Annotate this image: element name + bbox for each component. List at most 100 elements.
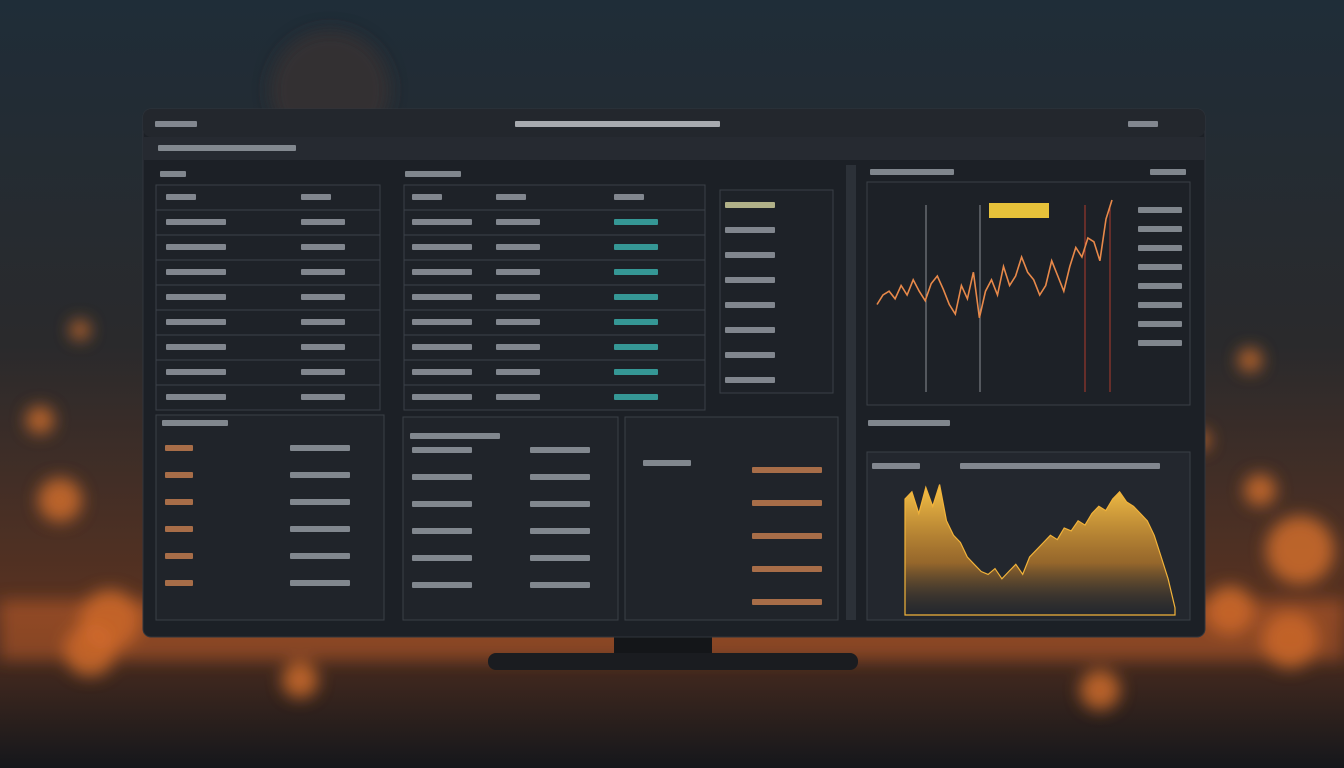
- text-placeholder: [496, 194, 526, 200]
- text-placeholder: [301, 394, 345, 400]
- text-placeholder: [412, 294, 472, 300]
- text-placeholder: [166, 344, 226, 350]
- text-placeholder: [1150, 169, 1186, 175]
- text-placeholder: [166, 244, 226, 250]
- text-placeholder: [870, 169, 954, 175]
- bokeh-light: [38, 478, 82, 522]
- text-placeholder: [872, 463, 920, 469]
- text-placeholder: [1138, 264, 1182, 270]
- text-placeholder: [960, 463, 1160, 469]
- text-placeholder: [496, 294, 540, 300]
- bokeh-light: [1080, 670, 1120, 710]
- bokeh-light: [282, 662, 318, 698]
- text-placeholder: [725, 352, 775, 358]
- text-placeholder: [301, 344, 345, 350]
- text-placeholder: [412, 269, 472, 275]
- text-placeholder: [530, 528, 590, 534]
- text-placeholder: [725, 302, 775, 308]
- text-placeholder: [725, 252, 775, 258]
- text-placeholder: [496, 219, 540, 225]
- text-placeholder: [725, 277, 775, 283]
- text-placeholder: [301, 269, 345, 275]
- text-placeholder: [752, 533, 822, 539]
- text-placeholder: [496, 394, 540, 400]
- text-placeholder: [515, 121, 720, 127]
- text-placeholder: [1138, 283, 1182, 289]
- text-placeholder: [752, 467, 822, 473]
- text-placeholder: [412, 244, 472, 250]
- sub-bar: [143, 137, 1205, 160]
- line-series: [876, 199, 1113, 318]
- text-placeholder: [530, 555, 590, 561]
- text-placeholder: [165, 553, 193, 559]
- text-placeholder: [165, 499, 193, 505]
- bokeh-light: [1238, 348, 1262, 372]
- text-placeholder: [412, 369, 472, 375]
- text-placeholder: [614, 344, 658, 350]
- bokeh-light: [26, 406, 54, 434]
- text-placeholder: [614, 319, 658, 325]
- text-placeholder: [1128, 121, 1158, 127]
- text-placeholder: [496, 344, 540, 350]
- text-placeholder: [166, 219, 226, 225]
- text-placeholder: [614, 394, 658, 400]
- text-placeholder: [412, 447, 472, 453]
- bokeh-light: [70, 320, 90, 340]
- text-placeholder: [290, 445, 350, 451]
- text-placeholder: [530, 582, 590, 588]
- text-placeholder: [1138, 302, 1182, 308]
- text-placeholder: [412, 394, 472, 400]
- text-placeholder: [412, 219, 472, 225]
- text-placeholder: [614, 369, 658, 375]
- text-placeholder: [412, 555, 472, 561]
- text-placeholder: [496, 319, 540, 325]
- text-placeholder: [496, 244, 540, 250]
- text-placeholder: [410, 433, 500, 439]
- text-placeholder: [412, 194, 442, 200]
- area-series: [904, 484, 1176, 616]
- text-placeholder: [614, 244, 658, 250]
- bokeh-light: [1266, 516, 1334, 584]
- text-placeholder: [725, 377, 775, 383]
- panels: [155, 121, 1191, 621]
- text-placeholder: [301, 319, 345, 325]
- text-placeholder: [166, 369, 226, 375]
- text-placeholder: [412, 344, 472, 350]
- text-placeholder: [725, 227, 775, 233]
- text-placeholder: [1138, 340, 1182, 346]
- text-placeholder: [1138, 226, 1182, 232]
- text-placeholder: [301, 194, 331, 200]
- text-placeholder: [165, 526, 193, 532]
- panel: [624, 416, 839, 621]
- panel: [719, 189, 834, 394]
- text-placeholder: [290, 499, 350, 505]
- text-placeholder: [301, 244, 345, 250]
- text-placeholder: [868, 420, 950, 426]
- text-placeholder: [530, 447, 590, 453]
- text-placeholder: [1138, 321, 1182, 327]
- text-placeholder: [614, 194, 644, 200]
- text-placeholder: [412, 582, 472, 588]
- text-placeholder: [496, 269, 540, 275]
- monitor-base: [488, 653, 858, 670]
- text-placeholder: [614, 219, 658, 225]
- text-placeholder: [412, 528, 472, 534]
- charts: [876, 199, 1176, 616]
- text-placeholder: [162, 420, 228, 426]
- text-placeholder: [496, 369, 540, 375]
- text-placeholder: [158, 145, 296, 151]
- text-placeholder: [412, 501, 472, 507]
- text-placeholder: [165, 445, 193, 451]
- text-placeholder: [530, 474, 590, 480]
- text-placeholder: [165, 472, 193, 478]
- text-placeholder: [165, 580, 193, 586]
- text-placeholder: [301, 369, 345, 375]
- text-placeholder: [725, 202, 775, 208]
- text-placeholder: [725, 327, 775, 333]
- text-placeholder: [290, 580, 350, 586]
- text-placeholder: [160, 171, 186, 177]
- text-placeholder: [412, 319, 472, 325]
- text-placeholder: [166, 269, 226, 275]
- text-placeholder: [614, 294, 658, 300]
- text-placeholder: [301, 219, 345, 225]
